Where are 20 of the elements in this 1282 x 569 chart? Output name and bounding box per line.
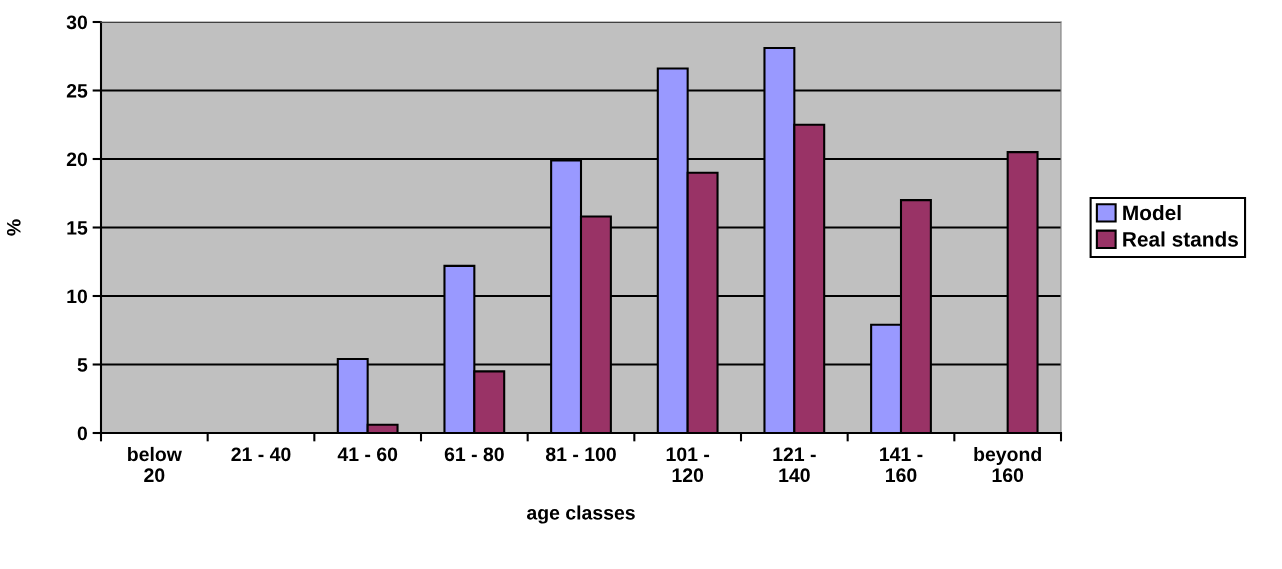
y-tick-label: 10 xyxy=(67,289,88,304)
x-tick-label: 61 - 80 xyxy=(444,447,504,462)
x-tick-label: 21 - 40 xyxy=(231,447,291,462)
legend-label: Real stands xyxy=(1123,231,1238,247)
x-axis-title: age classes xyxy=(526,505,635,524)
y-tick-label: 0 xyxy=(77,426,88,441)
legend-label: Model xyxy=(1123,204,1181,221)
x-tick-label: 81 - 100 xyxy=(545,447,616,462)
x-tick-label: 41 - 60 xyxy=(337,447,398,462)
y-tick-label: 25 xyxy=(66,83,88,98)
y-tick-label: 5 xyxy=(77,358,88,372)
y-tick-label: 30 xyxy=(66,15,88,30)
x-tick-label: beyond 160 xyxy=(974,446,1041,483)
x-tick-label: below 20 xyxy=(128,446,182,483)
y-tick-label: 15 xyxy=(67,221,88,235)
x-tick-label: 121 - 140 xyxy=(773,447,816,483)
x-tick-label: 141 - 160 xyxy=(880,447,923,483)
x-tick-label: 101 - 120 xyxy=(666,447,710,483)
y-tick-label: 20 xyxy=(66,152,88,167)
y-axis-title: % xyxy=(6,219,21,236)
